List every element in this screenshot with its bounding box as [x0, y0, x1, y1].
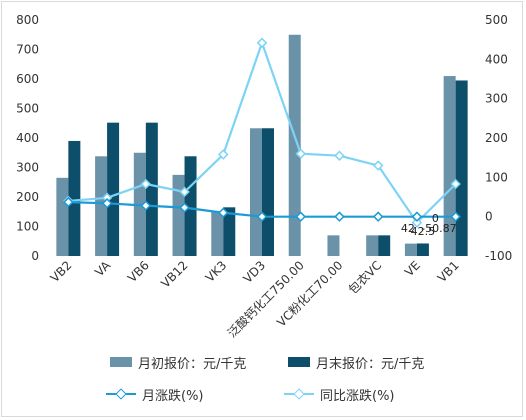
- legend-swatch-start-price: [110, 357, 132, 367]
- x-tick-label: 包衣VC: [345, 258, 384, 297]
- bar-start-price: [327, 235, 340, 256]
- bar-start-price: [56, 177, 69, 256]
- bar-start-price: [288, 34, 301, 256]
- bar-end-price: [107, 122, 120, 256]
- marker-monthly-change: [140, 200, 152, 211]
- bar-start-price: [172, 174, 185, 256]
- x-tick-label: VB12: [158, 258, 190, 290]
- marker-yoy-change: [218, 149, 229, 160]
- right-tick-label: 0: [485, 210, 493, 224]
- marker-yoy-change: [450, 178, 461, 190]
- line-series: [63, 37, 461, 228]
- marker-yoy-change: [372, 160, 384, 171]
- marker-monthly-change: [101, 198, 113, 209]
- legend-label-end-price: 月末报价：元/千克: [316, 356, 425, 372]
- marker-monthly-change: [411, 211, 423, 222]
- x-tick-label: VE: [402, 258, 423, 279]
- bar-start-price: [95, 156, 108, 256]
- marker-yoy-change: [256, 37, 268, 49]
- bar-end-price: [455, 80, 468, 256]
- bar-series: [56, 34, 468, 256]
- marker-monthly-change: [334, 211, 345, 222]
- legend-item-start-price: 月初报价：元/千克: [110, 352, 246, 372]
- marker-monthly-change: [218, 207, 229, 218]
- bar-start-price: [443, 76, 456, 256]
- right-tick-label: 300: [485, 92, 508, 106]
- bar-end-price: [378, 235, 391, 256]
- left-tick-label: 800: [16, 13, 39, 27]
- bar-start-price: [211, 211, 224, 256]
- marker-monthly-change: [372, 211, 384, 222]
- legend-label-yoy-change: 同比涨跌(%): [320, 388, 395, 404]
- legend-swatch-end-price: [288, 357, 310, 367]
- left-tick-label: 700: [16, 43, 39, 57]
- x-tick-label: VB1: [435, 258, 462, 285]
- left-tick-label: 300: [16, 161, 39, 175]
- marker-monthly-change: [450, 211, 461, 222]
- data-label: 42.5: [411, 225, 436, 238]
- x-tick-label: VA: [92, 258, 114, 280]
- x-tick-label: VK3: [203, 258, 230, 285]
- bar-end-price: [223, 207, 236, 256]
- data-label: 42: [401, 222, 415, 235]
- data-label: -50.87: [421, 222, 456, 235]
- bar-end-price: [145, 122, 158, 256]
- x-tick-label: VB6: [125, 258, 152, 285]
- left-tick-label: 500: [16, 102, 39, 116]
- left-tick-label: 0: [31, 249, 39, 263]
- right-tick-label: -100: [485, 249, 512, 263]
- left-tick-label: 400: [16, 131, 39, 145]
- legend-swatch-monthly-change: [106, 388, 136, 400]
- right-tick-label: 400: [485, 52, 508, 66]
- x-tick-label: VD3: [240, 258, 268, 286]
- legend-item-monthly-change: 月涨跌(%): [106, 384, 204, 404]
- left-tick-label: 100: [16, 220, 39, 234]
- bar-end-price: [416, 243, 429, 256]
- x-tick-label: VB2: [48, 258, 75, 285]
- marker-monthly-change: [295, 211, 306, 222]
- right-axis: -100 0 100 200 300 400 500: [485, 13, 512, 263]
- legend-label-start-price: 月初报价：元/千克: [138, 356, 247, 372]
- bar-start-price: [250, 128, 262, 256]
- legend-item-end-price: 月末报价：元/千克: [288, 352, 424, 372]
- left-tick-label: 600: [16, 72, 39, 86]
- bar-start-price: [366, 235, 379, 256]
- bar-end-price: [262, 128, 274, 256]
- legend: 月初报价：元/千克 月末报价：元/千克 月涨跌(%) 同比涨跌(%): [106, 352, 440, 412]
- left-tick-label: 200: [16, 190, 39, 204]
- right-tick-label: 200: [485, 131, 508, 145]
- marker-yoy-change: [295, 148, 306, 159]
- bar-end-price: [68, 140, 81, 256]
- right-tick-label: 500: [485, 13, 508, 27]
- legend-swatch-yoy-change: [284, 388, 314, 400]
- marker-monthly-change: [63, 196, 74, 208]
- marker-yoy-change: [411, 217, 423, 228]
- legend-item-yoy-change: 同比涨跌(%): [284, 384, 395, 404]
- data-label: 0: [432, 212, 439, 225]
- marker-yoy-change: [179, 186, 190, 198]
- bar-start-price: [404, 243, 417, 256]
- marker-monthly-change: [256, 211, 268, 222]
- legend-label-monthly-change: 月涨跌(%): [142, 388, 204, 404]
- chart-plot: 0 100 200 300 400 500 600 700 800 -100 0 100 200 300…: [16, 13, 512, 341]
- left-axis: 0 100 200 300 400 500 600 700 800: [16, 13, 39, 263]
- marker-monthly-change: [179, 202, 190, 213]
- bar-end-price: [184, 156, 197, 256]
- marker-yoy-change: [140, 178, 152, 190]
- right-tick-label: 100: [485, 170, 508, 184]
- marker-yoy-change: [334, 150, 345, 161]
